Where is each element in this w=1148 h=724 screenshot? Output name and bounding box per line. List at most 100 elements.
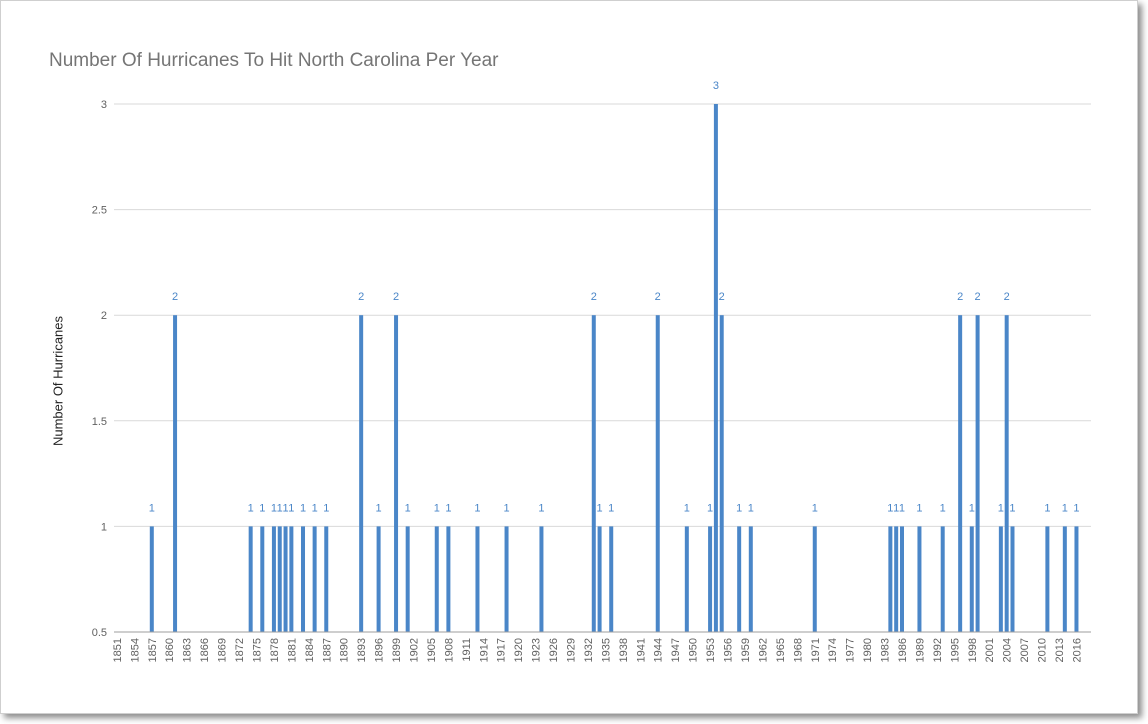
- data-label: 1: [1062, 502, 1068, 514]
- x-tick-label: 1959: [740, 638, 752, 662]
- data-label: 1: [538, 502, 544, 514]
- x-tick-label: 1947: [670, 638, 682, 662]
- x-tick-label: 1983: [880, 638, 892, 662]
- data-label: 1: [899, 502, 905, 514]
- x-tick-label: 1962: [757, 638, 769, 662]
- bar: [969, 526, 974, 632]
- y-tick-label: 1: [101, 521, 107, 533]
- data-label: 2: [358, 291, 364, 303]
- bar: [888, 526, 893, 632]
- data-label: 1: [277, 502, 283, 514]
- chart-plot: 0.5 1 1.5 2 2.5 3 1851 1854 1857 1860 1863 1866 186…: [92, 80, 1091, 662]
- x-tick-label: 1992: [932, 638, 944, 662]
- bar: [277, 526, 282, 632]
- x-tick-label: 1944: [653, 638, 665, 662]
- x-tick-label: 1974: [827, 638, 839, 662]
- bar: [684, 526, 689, 632]
- bar: [1062, 526, 1067, 632]
- data-label: 2: [393, 291, 399, 303]
- bar: [504, 526, 509, 632]
- x-tick-label: 1884: [304, 638, 316, 662]
- data-label: 1: [887, 502, 893, 514]
- x-tick-label: 2013: [1054, 638, 1066, 662]
- data-label: 2: [975, 291, 981, 303]
- bar: [899, 526, 904, 632]
- x-tick-label: 1926: [548, 638, 560, 662]
- bar: [173, 315, 178, 632]
- data-label: 1: [707, 502, 713, 514]
- bar: [434, 526, 439, 632]
- x-tick-label: 1986: [897, 638, 909, 662]
- bar: [394, 315, 399, 632]
- data-label: 1: [736, 502, 742, 514]
- data-label: 1: [1009, 502, 1015, 514]
- bar: [708, 526, 713, 632]
- bar: [1004, 315, 1009, 632]
- data-label: 2: [1004, 291, 1010, 303]
- x-tick-label: 1869: [217, 638, 229, 662]
- x-tick-label: 1941: [635, 638, 647, 662]
- x-tick-label: 1911: [461, 638, 473, 662]
- x-tick-label: 1860: [164, 638, 176, 662]
- x-tick-label: 1914: [478, 638, 490, 662]
- data-label: 2: [655, 291, 661, 303]
- data-label: 1: [998, 502, 1004, 514]
- bar: [975, 315, 980, 632]
- bar: [1074, 526, 1079, 632]
- x-tick-label: 1902: [408, 638, 420, 662]
- bar: [475, 526, 480, 632]
- bar: [591, 315, 596, 632]
- bar: [812, 526, 817, 632]
- bar: [312, 526, 317, 632]
- bar: [958, 315, 963, 632]
- data-label: 2: [591, 291, 597, 303]
- x-tick-label: 1917: [496, 638, 508, 662]
- bar: [917, 526, 922, 632]
- bar: [1010, 526, 1015, 632]
- y-tick-label: 1.5: [92, 416, 107, 428]
- data-label: 1: [288, 502, 294, 514]
- bar: [748, 526, 753, 632]
- x-tick-label: 1857: [147, 638, 159, 662]
- x-tick-label: 1980: [862, 638, 874, 662]
- x-tick-label: 1953: [705, 638, 717, 662]
- x-tick-label: 1977: [845, 638, 857, 662]
- data-label: 1: [323, 502, 329, 514]
- data-label: 1: [940, 502, 946, 514]
- data-label: 1: [312, 502, 318, 514]
- x-tick-label: 1872: [234, 638, 246, 662]
- bar: [655, 315, 660, 632]
- data-label: 1: [149, 502, 155, 514]
- y-tick-label: 2.5: [92, 205, 107, 217]
- x-tick-label: 1938: [618, 638, 630, 662]
- bar: [940, 526, 945, 632]
- data-label: 1: [259, 502, 265, 514]
- x-tick-label: 1866: [199, 638, 211, 662]
- bar: [260, 526, 265, 632]
- data-label: 1: [1073, 502, 1079, 514]
- x-tick-label: 1905: [426, 638, 438, 662]
- bar: [446, 526, 451, 632]
- bar: [405, 526, 410, 632]
- bar: [609, 526, 614, 632]
- data-label: 1: [434, 502, 440, 514]
- x-tick-label: 1935: [600, 638, 612, 662]
- bar: [737, 526, 742, 632]
- bar: [719, 315, 724, 632]
- chart-frame: Number Of Hurricanes To Hit North Caroli…: [0, 0, 1138, 714]
- bar: [713, 104, 718, 632]
- data-label: 1: [248, 502, 254, 514]
- data-label: 1: [474, 502, 480, 514]
- x-tick-label: 2016: [1071, 638, 1083, 662]
- bar: [597, 526, 602, 632]
- data-label: 1: [748, 502, 754, 514]
- x-tick-label: 1851: [112, 638, 124, 662]
- bar: [248, 526, 253, 632]
- x-tick-label: 1965: [775, 638, 787, 662]
- bar: [283, 526, 288, 632]
- data-label: 1: [684, 502, 690, 514]
- data-label: 2: [957, 291, 963, 303]
- data-label: 1: [608, 502, 614, 514]
- data-label: 1: [282, 502, 288, 514]
